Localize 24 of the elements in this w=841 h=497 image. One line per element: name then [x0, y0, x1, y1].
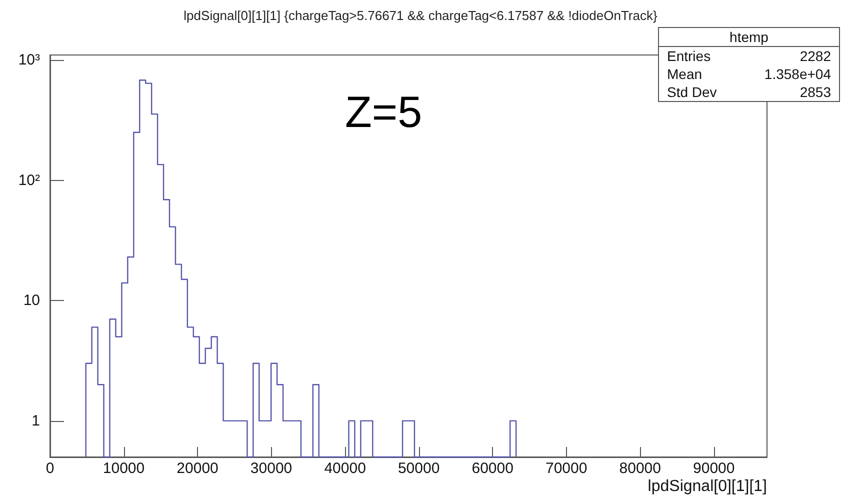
- text: 2853: [800, 84, 831, 100]
- x-tick-label: 60000: [472, 460, 514, 477]
- x-tick-label: 70000: [546, 460, 588, 477]
- text: htemp: [659, 28, 839, 47]
- y-tick-label: 10: [23, 292, 40, 310]
- x-tick-label: 0: [46, 460, 54, 477]
- y-tick-label: 10³: [18, 51, 40, 68]
- text: 2282: [800, 48, 831, 64]
- x-tick-label: 40000: [324, 460, 366, 477]
- x-tick-label: 80000: [619, 460, 661, 477]
- x-tick-label: 10000: [102, 460, 145, 477]
- annotation: 1.358e+04: [764, 66, 831, 82]
- annotation: Std Dev: [667, 84, 717, 100]
- x-tick-label: 20000: [176, 460, 218, 477]
- x-tick-label: 50000: [398, 460, 440, 477]
- annotation: Entries: [667, 48, 711, 64]
- x-tick-label: 30000: [250, 460, 292, 477]
- x-axis-title: lpdSignal[0][1][1]: [648, 478, 767, 496]
- annotation: Z=5: [345, 88, 422, 138]
- annotation: Mean: [667, 66, 702, 82]
- y-tick-label: 10²: [18, 172, 40, 189]
- x-tick-label: 90000: [693, 460, 735, 477]
- chart-title: lpdSignal[0][1][1] {chargeTag>5.76671 && chargeTag<6.17587 && !diodeOnTrack}: [182, 8, 658, 23]
- y-tick-label: 1: [32, 412, 40, 430]
